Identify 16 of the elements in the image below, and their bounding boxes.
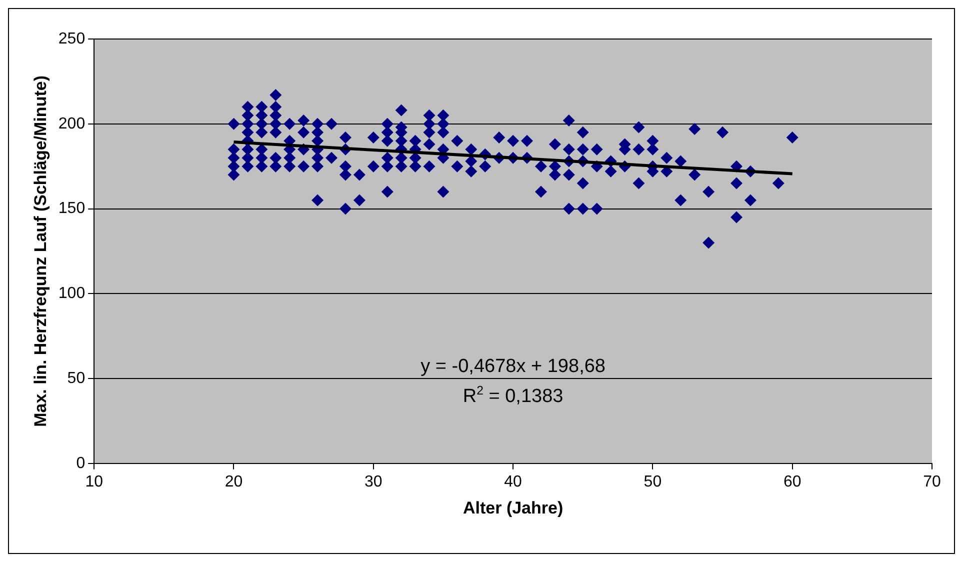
- x-tick-label: 70: [923, 473, 941, 490]
- x-tick-label: 50: [644, 473, 662, 490]
- y-tick-label: 150: [58, 200, 86, 218]
- y-tick-label: 100: [58, 285, 86, 302]
- y-tick-label: 0: [76, 454, 86, 472]
- x-tick-label: 20: [224, 473, 243, 490]
- x-tick-label: 30: [364, 473, 382, 490]
- x-axis-title: Alter (Jahre): [462, 498, 564, 518]
- y-tick-label: 250: [58, 30, 86, 48]
- x-tick-label: 60: [783, 473, 802, 490]
- y-tick-label: 200: [58, 115, 86, 132]
- x-tick-label: 40: [504, 473, 522, 490]
- y-axis-title: Max. lin. Herzfrequnz Lauf (Schläge/Minute): [30, 76, 50, 427]
- y-tick-label: 50: [67, 370, 86, 387]
- annotation: y = -0,4678x + 198,68: [420, 356, 606, 378]
- x-tick-label: 10: [85, 473, 104, 490]
